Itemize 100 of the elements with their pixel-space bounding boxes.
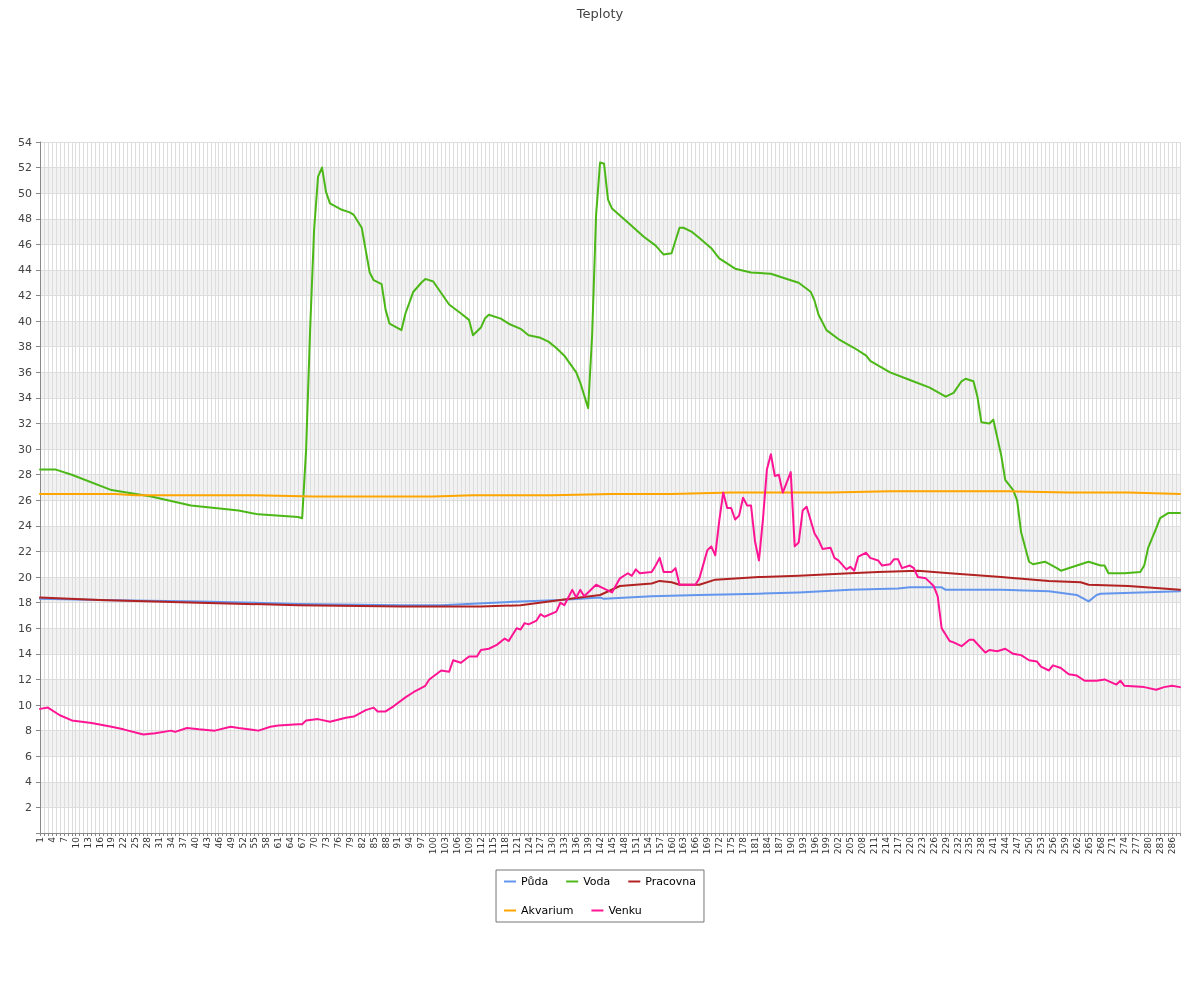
x-tick-label: 115 bbox=[487, 837, 498, 855]
x-tick-label: 55 bbox=[249, 837, 260, 849]
x-tick-label: 148 bbox=[618, 836, 629, 855]
x-tick-label: 151 bbox=[630, 837, 641, 855]
x-tick-label: 259 bbox=[1059, 836, 1070, 855]
x-tick-label: 163 bbox=[678, 837, 689, 855]
x-tick-label: 142 bbox=[595, 837, 606, 855]
x-tick-label: 121 bbox=[511, 837, 522, 855]
x-tick-label: 274 bbox=[1119, 836, 1130, 855]
x-tick-label: 229 bbox=[940, 836, 951, 855]
y-tick-label: 20 bbox=[18, 570, 32, 584]
line-series bbox=[39, 569, 1181, 608]
x-tick-label: 175 bbox=[726, 837, 737, 855]
x-tick-label: 103 bbox=[440, 837, 451, 855]
x-tick-label: 157 bbox=[654, 837, 665, 855]
y-tick-label: 50 bbox=[18, 186, 32, 200]
x-tick-label: 280 bbox=[1143, 836, 1154, 855]
x-tick-label: 7 bbox=[58, 837, 69, 843]
line-series bbox=[39, 586, 1181, 607]
x-tick-label: 52 bbox=[237, 837, 248, 849]
x-tick-label: 97 bbox=[416, 837, 427, 849]
x-tick-label: 235 bbox=[964, 837, 975, 855]
x-tick-label: 244 bbox=[1000, 836, 1011, 855]
x-tick-label: 91 bbox=[392, 837, 403, 849]
legend-label: Půda bbox=[521, 875, 549, 888]
y-tick-label: 8 bbox=[25, 724, 32, 738]
x-tick-label: 133 bbox=[559, 837, 570, 855]
x-tick-label: 13 bbox=[82, 837, 93, 849]
x-tick-label: 238 bbox=[976, 836, 987, 855]
x-tick-label: 172 bbox=[714, 837, 725, 855]
x-tick-label: 43 bbox=[201, 837, 212, 849]
x-tick-label: 130 bbox=[547, 836, 558, 855]
x-tick-label: 1 bbox=[35, 837, 45, 843]
x-tick-label: 61 bbox=[273, 837, 284, 849]
x-tick-label: 217 bbox=[892, 837, 903, 855]
y-tick-label: 26 bbox=[18, 493, 32, 507]
y-tick-label: 10 bbox=[18, 698, 32, 712]
x-tick-label: 40 bbox=[189, 836, 200, 849]
y-tick-label: 44 bbox=[18, 263, 32, 277]
legend-label: Akvarium bbox=[521, 904, 574, 917]
x-tick-label: 265 bbox=[1083, 837, 1094, 855]
y-tick-label: 40 bbox=[18, 314, 32, 328]
x-tick-label: 220 bbox=[904, 836, 915, 855]
x-tick-label: 256 bbox=[1047, 836, 1058, 855]
x-tick-label: 166 bbox=[690, 836, 701, 855]
x-tick-label: 82 bbox=[356, 837, 367, 849]
x-tick-label: 286 bbox=[1167, 836, 1178, 855]
y-tick-label: 6 bbox=[25, 749, 32, 763]
y-tick-label: 14 bbox=[18, 647, 32, 661]
x-tick-label: 16 bbox=[94, 836, 105, 849]
x-tick-label: 202 bbox=[833, 837, 844, 855]
x-tick-label: 247 bbox=[1012, 837, 1023, 855]
y-tick-label: 18 bbox=[18, 596, 32, 610]
y-tick-label: 30 bbox=[18, 442, 32, 456]
x-tick-label: 232 bbox=[952, 837, 963, 855]
x-tick-label: 169 bbox=[702, 836, 713, 855]
y-tick-label: 46 bbox=[18, 237, 32, 251]
y-tick-label: 22 bbox=[18, 544, 32, 558]
x-tick-label: 271 bbox=[1107, 837, 1118, 855]
x-tick-label: 211 bbox=[869, 837, 880, 855]
x-tick-label: 124 bbox=[523, 836, 534, 855]
x-tick-label: 181 bbox=[749, 837, 760, 855]
x-tick-label: 46 bbox=[213, 836, 224, 849]
chart-title: Teploty bbox=[575, 6, 624, 21]
x-tick-label: 253 bbox=[1035, 837, 1046, 855]
x-tick-label: 28 bbox=[142, 836, 153, 849]
y-tick-label: 48 bbox=[18, 212, 32, 226]
x-tick-label: 262 bbox=[1071, 837, 1082, 855]
x-tick-label: 88 bbox=[380, 836, 391, 849]
x-tick-label: 136 bbox=[571, 836, 582, 855]
y-tick-label: 12 bbox=[18, 672, 32, 686]
x-tick-label: 100 bbox=[428, 836, 439, 855]
x-tick-label: 127 bbox=[535, 837, 546, 855]
x-tick-label: 139 bbox=[583, 836, 594, 855]
x-tick-label: 25 bbox=[130, 837, 141, 849]
x-tick-label: 214 bbox=[881, 836, 892, 855]
x-tick-label: 22 bbox=[118, 837, 129, 849]
x-tick-label: 178 bbox=[738, 836, 749, 855]
x-tick-label: 73 bbox=[320, 837, 331, 849]
x-tick-label: 241 bbox=[988, 837, 999, 855]
x-tick-label: 31 bbox=[154, 837, 165, 849]
x-tick-label: 58 bbox=[261, 836, 272, 849]
y-tick-label: 34 bbox=[18, 391, 32, 405]
x-tick-label: 118 bbox=[499, 836, 510, 855]
x-tick-label: 268 bbox=[1095, 836, 1106, 855]
x-tick-label: 283 bbox=[1155, 837, 1166, 855]
x-tick-label: 208 bbox=[857, 836, 868, 855]
x-tick-label: 160 bbox=[666, 836, 677, 855]
x-tick-label: 196 bbox=[809, 836, 820, 855]
line-series bbox=[39, 453, 1181, 736]
x-tick-label: 154 bbox=[642, 836, 653, 855]
x-tick-label: 67 bbox=[297, 837, 308, 849]
x-tick-label: 190 bbox=[785, 836, 796, 855]
x-tick-label: 250 bbox=[1024, 836, 1035, 855]
x-tick-label: 76 bbox=[332, 836, 343, 849]
x-tick-label: 106 bbox=[452, 836, 463, 855]
line-series bbox=[39, 161, 1181, 575]
x-tick-label: 193 bbox=[797, 837, 808, 855]
x-tick-label: 49 bbox=[225, 836, 236, 849]
x-tick-label: 70 bbox=[309, 836, 320, 849]
